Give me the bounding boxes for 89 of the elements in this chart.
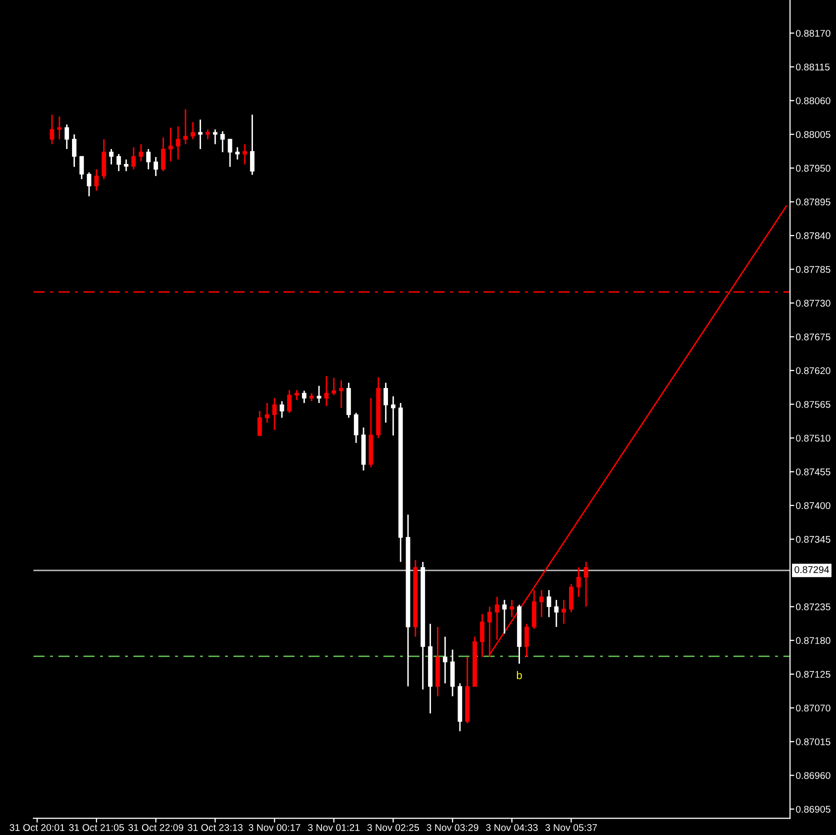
- y-tick-label: 0.86960: [796, 772, 830, 779]
- candlestick: [480, 613, 484, 658]
- candlestick: [442, 636, 448, 684]
- candlestick: [72, 134, 76, 168]
- y-tick-label: 0.87070: [796, 704, 830, 712]
- annotation: b: [516, 671, 522, 680]
- candlestick: [524, 623, 529, 658]
- y-tick-label: 0.87950: [796, 164, 830, 172]
- candlestick: [257, 410, 262, 436]
- candlestick: [212, 128, 218, 145]
- candlestick: [154, 156, 158, 177]
- candlestick: [390, 396, 396, 436]
- x-tick-label: 3 Nov 03:29: [426, 824, 478, 831]
- candlestick: [168, 126, 173, 162]
- x-tick-label: 3 Nov 01:21: [308, 824, 360, 831]
- candlestick: [316, 385, 322, 404]
- x-tick-label: 3 Nov 04:33: [486, 824, 538, 831]
- x-tick-label: 3 Nov 02:25: [367, 824, 419, 831]
- candlestick: [332, 377, 336, 396]
- candlestick: [235, 146, 240, 160]
- candlestick: [502, 599, 507, 634]
- candlestick: [161, 136, 166, 172]
- candlestick: [64, 124, 70, 150]
- candlestick: [302, 390, 306, 404]
- y-tick-label: 0.87455: [796, 468, 830, 476]
- x-tick-label: 31 Oct 22:09: [128, 824, 184, 831]
- y-tick-label: 0.87620: [796, 367, 830, 374]
- candlestick: [272, 397, 277, 431]
- candlestick: [554, 599, 559, 628]
- y-tick-label: 0.87015: [796, 738, 830, 746]
- candlestick: [324, 375, 329, 407]
- x-tick-label: 3 Nov 05:37: [545, 824, 597, 831]
- y-tick-label: 0.87895: [796, 198, 830, 206]
- x-tick-label: 3 Nov 00:17: [248, 824, 300, 831]
- candlestick: [280, 400, 284, 418]
- candlestick: [546, 589, 552, 618]
- candlestick: [384, 382, 388, 424]
- candlestick: [220, 130, 225, 153]
- y-tick-label: 0.87180: [796, 637, 830, 644]
- y-tick-label: 0.88170: [796, 30, 830, 37]
- y-tick-label: 0.87675: [796, 334, 830, 340]
- candlestick: [562, 599, 566, 625]
- candlestick: [339, 380, 344, 409]
- ref-line-label: 0.87294: [794, 566, 830, 574]
- candlestick: [264, 402, 270, 424]
- candlestick: [250, 114, 254, 176]
- y-tick-label: 0.88115: [796, 64, 830, 70]
- x-tick-label: 31 Oct 23:13: [188, 824, 243, 831]
- candlestick: [294, 389, 299, 401]
- candlestick: [228, 138, 232, 168]
- x-tick-label: 31 Oct 20:01: [10, 824, 65, 831]
- candlestick: [510, 599, 514, 618]
- candlestick: [242, 143, 248, 166]
- y-tick-label: 0.87510: [796, 434, 830, 442]
- candlestick: [584, 561, 588, 608]
- x-tick-label: 31 Oct 21:05: [69, 824, 124, 831]
- y-tick-label: 0.87730: [796, 300, 830, 307]
- candlestick: [354, 412, 358, 444]
- candlestick: [287, 389, 292, 414]
- candlestick: [79, 156, 84, 180]
- y-tick-label: 0.87125: [796, 670, 830, 678]
- candlestick: [176, 126, 180, 160]
- candlestick: [539, 589, 544, 618]
- candlestick: [494, 596, 500, 640]
- y-tick-label: 0.87235: [796, 603, 830, 610]
- candlestick: [109, 148, 114, 166]
- candlestick: [94, 168, 99, 192]
- y-tick-label: 0.88060: [796, 97, 830, 104]
- candlestick: [102, 138, 106, 180]
- candlestick: [86, 172, 92, 197]
- candlestick: [206, 128, 210, 140]
- candlestick: [131, 146, 136, 170]
- candlestick: [576, 566, 581, 598]
- candlestick: [190, 121, 196, 140]
- candlestick: [50, 114, 54, 145]
- candlestick: [569, 583, 574, 613]
- candlestick: [138, 143, 144, 162]
- y-tick-label: 0.87400: [796, 502, 830, 510]
- candlestick: [116, 153, 121, 172]
- candlestick: [198, 118, 203, 150]
- candlestick: [124, 158, 128, 172]
- y-tick-label: 0.87840: [796, 232, 830, 240]
- y-tick-label: 0.87565: [796, 400, 830, 408]
- y-tick-label: 0.87785: [796, 266, 830, 273]
- candlestick: [57, 116, 62, 140]
- y-tick-label: 0.88005: [796, 131, 830, 138]
- y-tick-label: 0.86905: [796, 806, 830, 813]
- candlestick: [146, 148, 151, 170]
- y-tick-label: 0.87345: [796, 536, 830, 543]
